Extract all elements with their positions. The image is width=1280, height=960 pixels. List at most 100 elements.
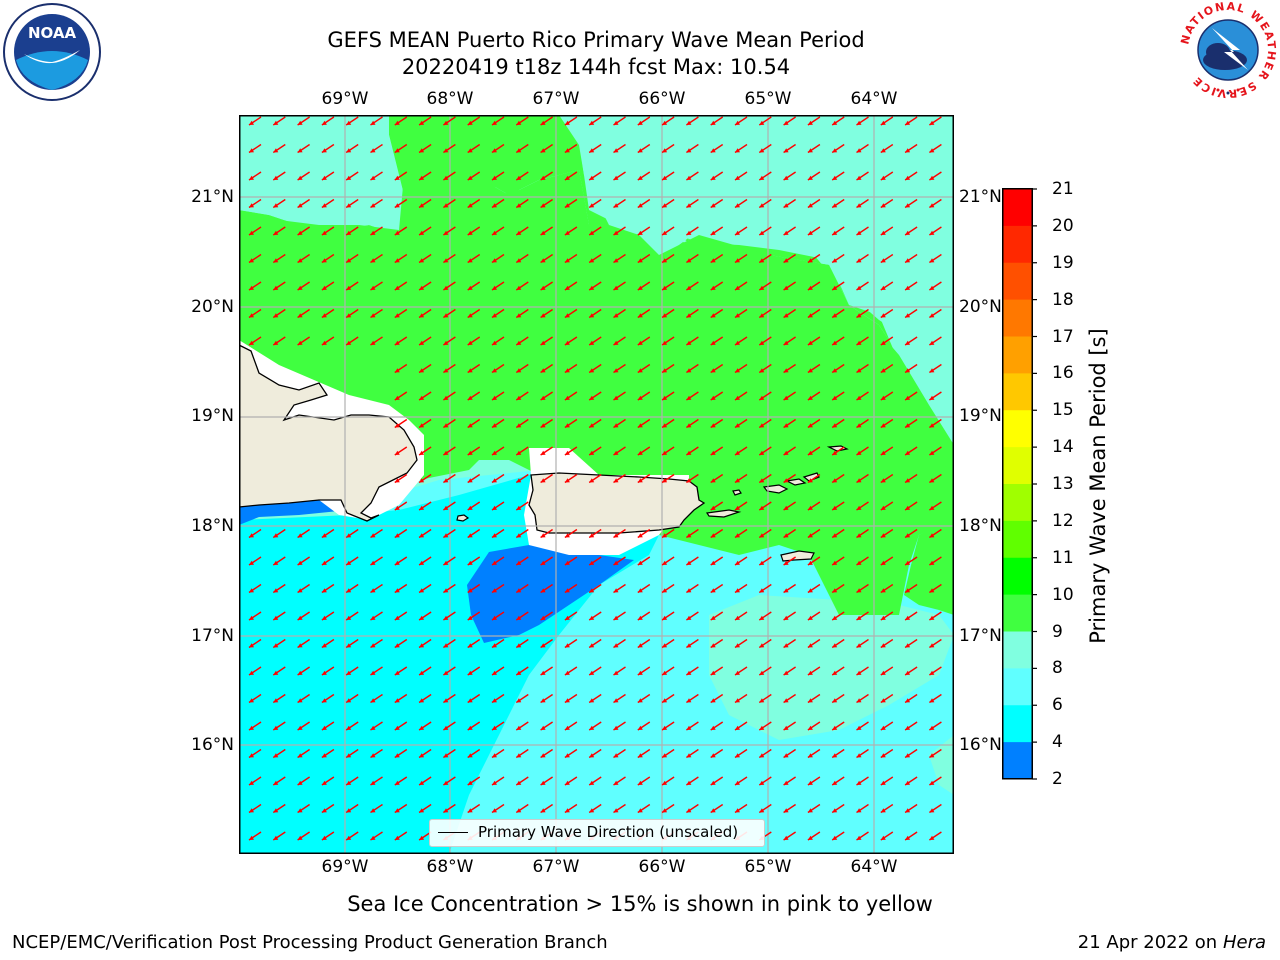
wave-vector — [297, 803, 310, 814]
wave-vector — [564, 418, 578, 429]
wave-vector — [564, 363, 578, 374]
wave-vector — [394, 473, 408, 484]
lon-label-bottom: 65°W — [744, 857, 792, 877]
wave-vector — [540, 748, 553, 759]
wave-vector — [418, 803, 432, 814]
wave-vector — [880, 611, 894, 621]
wave-vector — [758, 391, 772, 401]
wave-vector — [710, 776, 724, 786]
wave-vector — [564, 391, 578, 401]
wave-vector — [321, 253, 335, 264]
colorbar-tick-label: 13 — [1052, 474, 1074, 494]
wave-vector — [418, 721, 432, 731]
land-st-croix — [780, 550, 815, 562]
wave-vector — [831, 611, 845, 621]
footer-machine: Hera — [1222, 932, 1266, 953]
wave-vector — [588, 226, 602, 236]
wave-vector — [467, 721, 481, 731]
wave-vector — [613, 721, 626, 731]
wave-vector — [880, 253, 894, 264]
wave-vector — [734, 253, 748, 264]
wave-vector — [856, 418, 869, 429]
wave-vector — [686, 583, 699, 594]
wave-vector — [710, 226, 724, 236]
wave-vector — [831, 418, 845, 429]
wave-vector — [661, 611, 675, 621]
wave-vector — [807, 528, 821, 539]
wave-vector — [807, 446, 821, 456]
wave-vector — [783, 253, 796, 264]
wave-vector — [880, 556, 894, 566]
colorbar-tick-label: 21 — [1052, 179, 1074, 199]
map-title: GEFS MEAN Puerto Rico Primary Wave Mean … — [327, 28, 865, 52]
wave-vector — [807, 693, 821, 704]
wave-vector — [248, 693, 262, 704]
wave-vector — [394, 666, 408, 676]
colorbar-cell — [1003, 225, 1032, 264]
lat-label-left: 21°N — [191, 187, 234, 207]
wave-vector — [880, 803, 894, 814]
wave-vector — [418, 446, 432, 456]
wave-vector — [443, 748, 456, 759]
wave-vector — [515, 446, 529, 456]
wave-vector — [880, 638, 894, 649]
wave-vector — [929, 611, 942, 621]
wave-vector — [758, 556, 772, 566]
wave-vector — [807, 418, 821, 429]
wave-vector — [297, 171, 310, 181]
wave-vector — [758, 198, 772, 209]
colorbar-cell — [1003, 189, 1032, 227]
wave-vector — [564, 611, 578, 621]
wave-vector — [856, 308, 869, 319]
wave-vector — [321, 693, 335, 704]
land-virgin-islands — [762, 472, 820, 494]
wave-vector — [443, 666, 456, 676]
wave-vector — [272, 281, 286, 291]
wave-vector — [588, 528, 602, 539]
wave-vector — [807, 721, 821, 731]
wave-vector — [443, 803, 456, 814]
wave-vector — [564, 473, 578, 484]
wave-vector — [564, 776, 578, 786]
wave-vector — [734, 693, 748, 704]
wave-vector — [613, 336, 626, 346]
wave-vector — [272, 721, 286, 731]
wave-vector — [929, 721, 942, 731]
wave-vector — [491, 308, 505, 319]
wave-vector — [394, 418, 408, 429]
wave-vector — [297, 748, 310, 759]
wave-vector — [880, 363, 894, 374]
wave-vector — [929, 281, 942, 291]
wave-vector — [613, 748, 626, 759]
wave-vector — [929, 198, 942, 209]
legend-line-icon — [438, 832, 468, 833]
wave-vector — [710, 528, 724, 539]
wave-vector — [345, 803, 359, 814]
wave-vector — [467, 611, 481, 621]
wave-vector — [370, 528, 383, 539]
wave-vector — [637, 198, 651, 209]
wave-vector — [272, 831, 286, 841]
lon-label-top: 68°W — [426, 89, 474, 109]
wave-vector — [783, 336, 796, 346]
wave-vector — [661, 363, 675, 374]
wave-vector — [370, 583, 383, 594]
wave-vector — [880, 418, 894, 429]
wave-vector — [540, 198, 553, 209]
wave-vector — [467, 281, 481, 291]
wave-vector — [540, 721, 553, 731]
wave-vector — [613, 116, 626, 126]
wave-vector — [540, 391, 553, 401]
wave-vector — [904, 556, 918, 566]
wave-vector — [734, 418, 748, 429]
wave-vector — [929, 556, 942, 566]
wave-vector — [710, 556, 724, 566]
lon-label-bottom: 69°W — [321, 857, 369, 877]
wave-vector — [686, 473, 699, 484]
wave-vector — [710, 446, 724, 456]
wave-vector — [540, 528, 553, 539]
wave-vector — [345, 556, 359, 566]
wave-vector — [370, 226, 383, 236]
wave-vector — [637, 748, 651, 759]
wave-vector — [831, 803, 845, 814]
